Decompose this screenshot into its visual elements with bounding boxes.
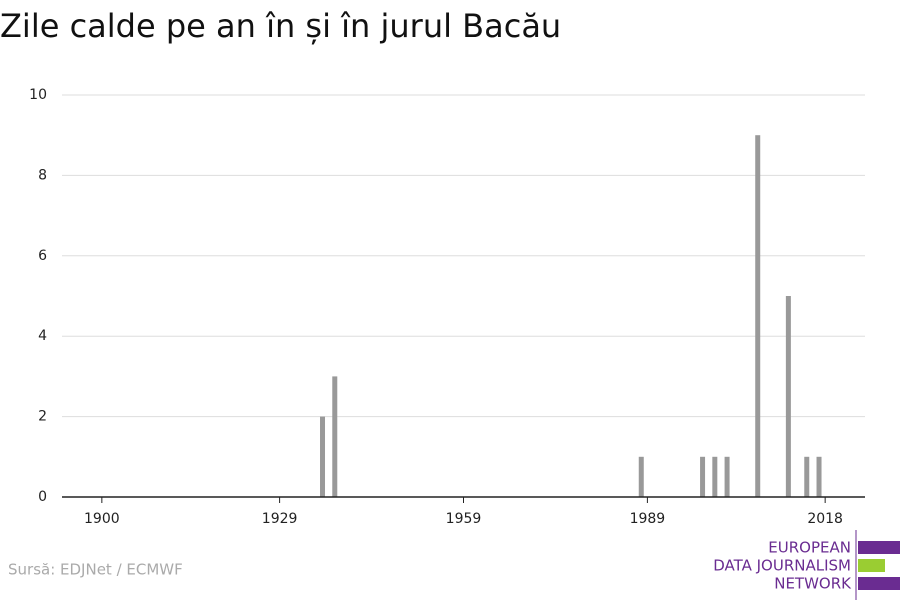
x-tick-label: 1959	[446, 511, 482, 527]
x-tick-label: 1929	[262, 511, 298, 527]
logo-text: NETWORK	[774, 575, 852, 593]
bar	[700, 456, 706, 497]
bar	[638, 456, 644, 497]
x-tick-label: 1989	[630, 511, 666, 527]
y-tick-label: 4	[38, 328, 47, 344]
y-tick-label: 10	[29, 87, 47, 103]
chart-title: Zile calde pe an în și în jurul Bacău	[0, 7, 561, 45]
bar	[755, 135, 761, 497]
bar	[724, 456, 730, 497]
bar	[804, 456, 810, 497]
logo-text: EUROPEAN	[768, 539, 851, 557]
logo-bar	[858, 541, 900, 554]
logo-bar	[858, 577, 900, 590]
y-tick-label: 6	[38, 248, 47, 264]
bar	[332, 376, 338, 497]
y-tick-label: 2	[38, 409, 47, 425]
source: Sursă: EDJNet / ECMWF	[8, 561, 183, 579]
logo-text: DATA JOURNALISM	[713, 557, 851, 575]
y-tick-label: 0	[38, 489, 47, 505]
bar	[320, 416, 326, 497]
y-tick-label: 8	[38, 167, 47, 183]
bar	[816, 456, 822, 497]
bar	[712, 456, 718, 497]
logo-bar	[858, 559, 885, 572]
x-tick-label: 1900	[84, 511, 120, 527]
x-tick-label: 2018	[807, 511, 843, 527]
bar	[785, 296, 791, 497]
